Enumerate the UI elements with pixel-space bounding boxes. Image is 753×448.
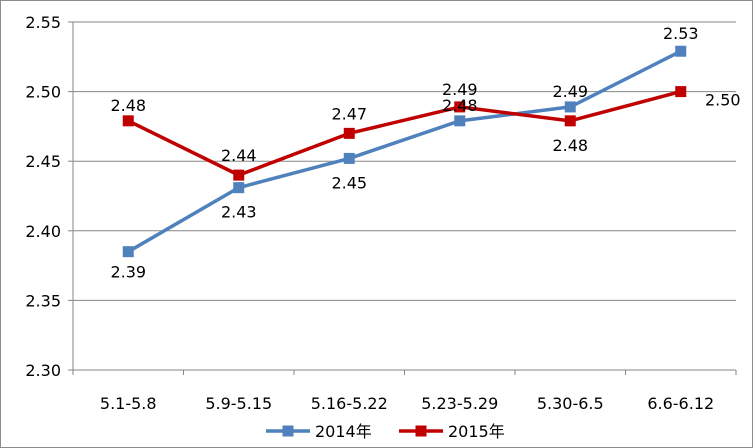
series-2-point xyxy=(564,115,576,127)
series-2-data-label: 2.50 xyxy=(705,91,741,110)
series-1-data-label: 2.43 xyxy=(221,203,257,222)
y-tick-label: 2.50 xyxy=(25,83,61,102)
x-tick-labels: 5.1-5.8 5.9-5.15 5.16-5.22 5.23-5.29 5.30-6.… xyxy=(100,394,714,413)
series-2-data-label: 2.48 xyxy=(110,96,146,115)
series-1-data-label: 2.49 xyxy=(552,82,588,101)
series-line-2 xyxy=(127,89,682,177)
y-tick-label: 2.45 xyxy=(25,152,61,171)
series-line-1 xyxy=(127,49,682,254)
series-2-point xyxy=(343,127,355,139)
series-1-data-label: 2.45 xyxy=(331,173,367,192)
y-tick-label: 2.35 xyxy=(25,291,61,310)
x-tick-label: 5.9-5.15 xyxy=(205,394,272,413)
series-1-data-label: 2.39 xyxy=(110,263,146,282)
y-tick-label: 2.55 xyxy=(25,13,61,32)
gridlines xyxy=(73,21,736,301)
series-1-data-label: 2.53 xyxy=(663,24,699,43)
legend-marker-2 xyxy=(415,425,427,437)
x-tick-label: 5.1-5.8 xyxy=(100,394,157,413)
y-tick-labels: 2.30 2.35 2.40 2.45 2.50 2.55 xyxy=(25,13,61,380)
series-2-point xyxy=(233,169,245,181)
series-2-point xyxy=(454,101,466,113)
legend-label-2: 2015年 xyxy=(448,422,505,441)
series-1-point xyxy=(343,152,355,164)
series-2-data-label: 2.44 xyxy=(221,146,257,165)
series-1-data-label: 2.48 xyxy=(442,96,478,115)
x-tick-label: 5.30-6.5 xyxy=(537,394,604,413)
x-tick-label: 6.6-6.12 xyxy=(647,394,714,413)
series xyxy=(122,45,687,258)
legend-label-1: 2014年 xyxy=(315,422,372,441)
series-2-data-label: 2.47 xyxy=(331,104,367,123)
x-tick-label: 5.16-5.22 xyxy=(311,394,388,413)
y-tick-label: 2.40 xyxy=(25,222,61,241)
legend: 2014年 2015年 xyxy=(266,422,505,441)
series-2-data-label: 2.49 xyxy=(442,80,478,99)
y-tick-label: 2.30 xyxy=(25,361,61,380)
series-1-point xyxy=(675,45,687,57)
series-2-data-label: 2.48 xyxy=(552,136,588,155)
series-1-point xyxy=(454,115,466,127)
series-2-point xyxy=(675,86,687,98)
series-2-point xyxy=(122,115,134,127)
legend-marker-1 xyxy=(282,425,294,437)
series-1-point xyxy=(233,182,245,194)
series-1-point xyxy=(564,101,576,113)
x-tick-label: 5.23-5.29 xyxy=(421,394,498,413)
data-labels: 2.392.432.452.482.492.532.482.442.472.49… xyxy=(110,24,740,281)
series-1-point xyxy=(122,246,134,258)
axes xyxy=(68,21,737,375)
